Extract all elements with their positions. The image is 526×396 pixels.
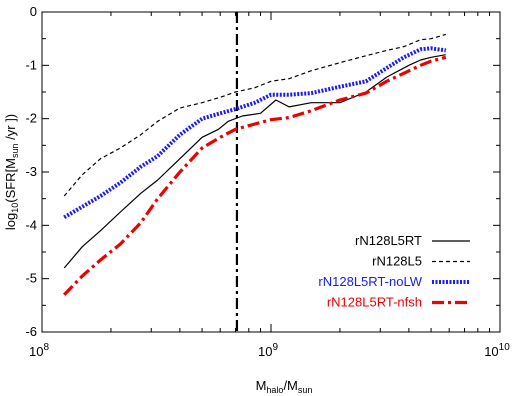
x-tick-label: 108 [29, 342, 49, 359]
axis-tick-labels: 0 -1 -2 -3 -4 -5 -6 108 109 1010 [25, 4, 510, 359]
plot-frame [41, 11, 501, 333]
legend: rN128L5RT rN128L5 rN128L5RT-noLW rN128L5RT-… [318, 233, 470, 310]
y-tick-label: -3 [25, 164, 37, 179]
axis-ticks [41, 11, 501, 333]
y-tick-label: -4 [25, 217, 37, 232]
legend-label: rN128L5 [372, 254, 422, 269]
series-line-rN128L5RT-nfsh [63, 55, 447, 296]
plot-lines [63, 12, 447, 332]
legend-label: rN128L5RT-nfsh [327, 295, 422, 310]
x-tick-label: 109 [258, 342, 278, 359]
x-axis-title: Mhalo/Msun [256, 378, 313, 395]
y-tick-label: -5 [25, 271, 37, 286]
y-tick-label: 0 [30, 4, 37, 19]
y-axis-title: log10(SFR[Msun /yr ]) [3, 114, 20, 230]
series-line-rN128L5RT-noLW [63, 46, 447, 220]
legend-label: rN128L5RT-noLW [318, 274, 422, 289]
x-tick-label: 1010 [484, 342, 510, 359]
series-line-rN128L5 [63, 33, 446, 197]
legend-label: rN128L5RT [355, 233, 422, 248]
y-tick-label: -6 [25, 324, 37, 339]
series-line-rN128L5RT [63, 54, 446, 269]
y-tick-label: -1 [25, 57, 37, 72]
y-tick-label: -2 [25, 111, 37, 126]
